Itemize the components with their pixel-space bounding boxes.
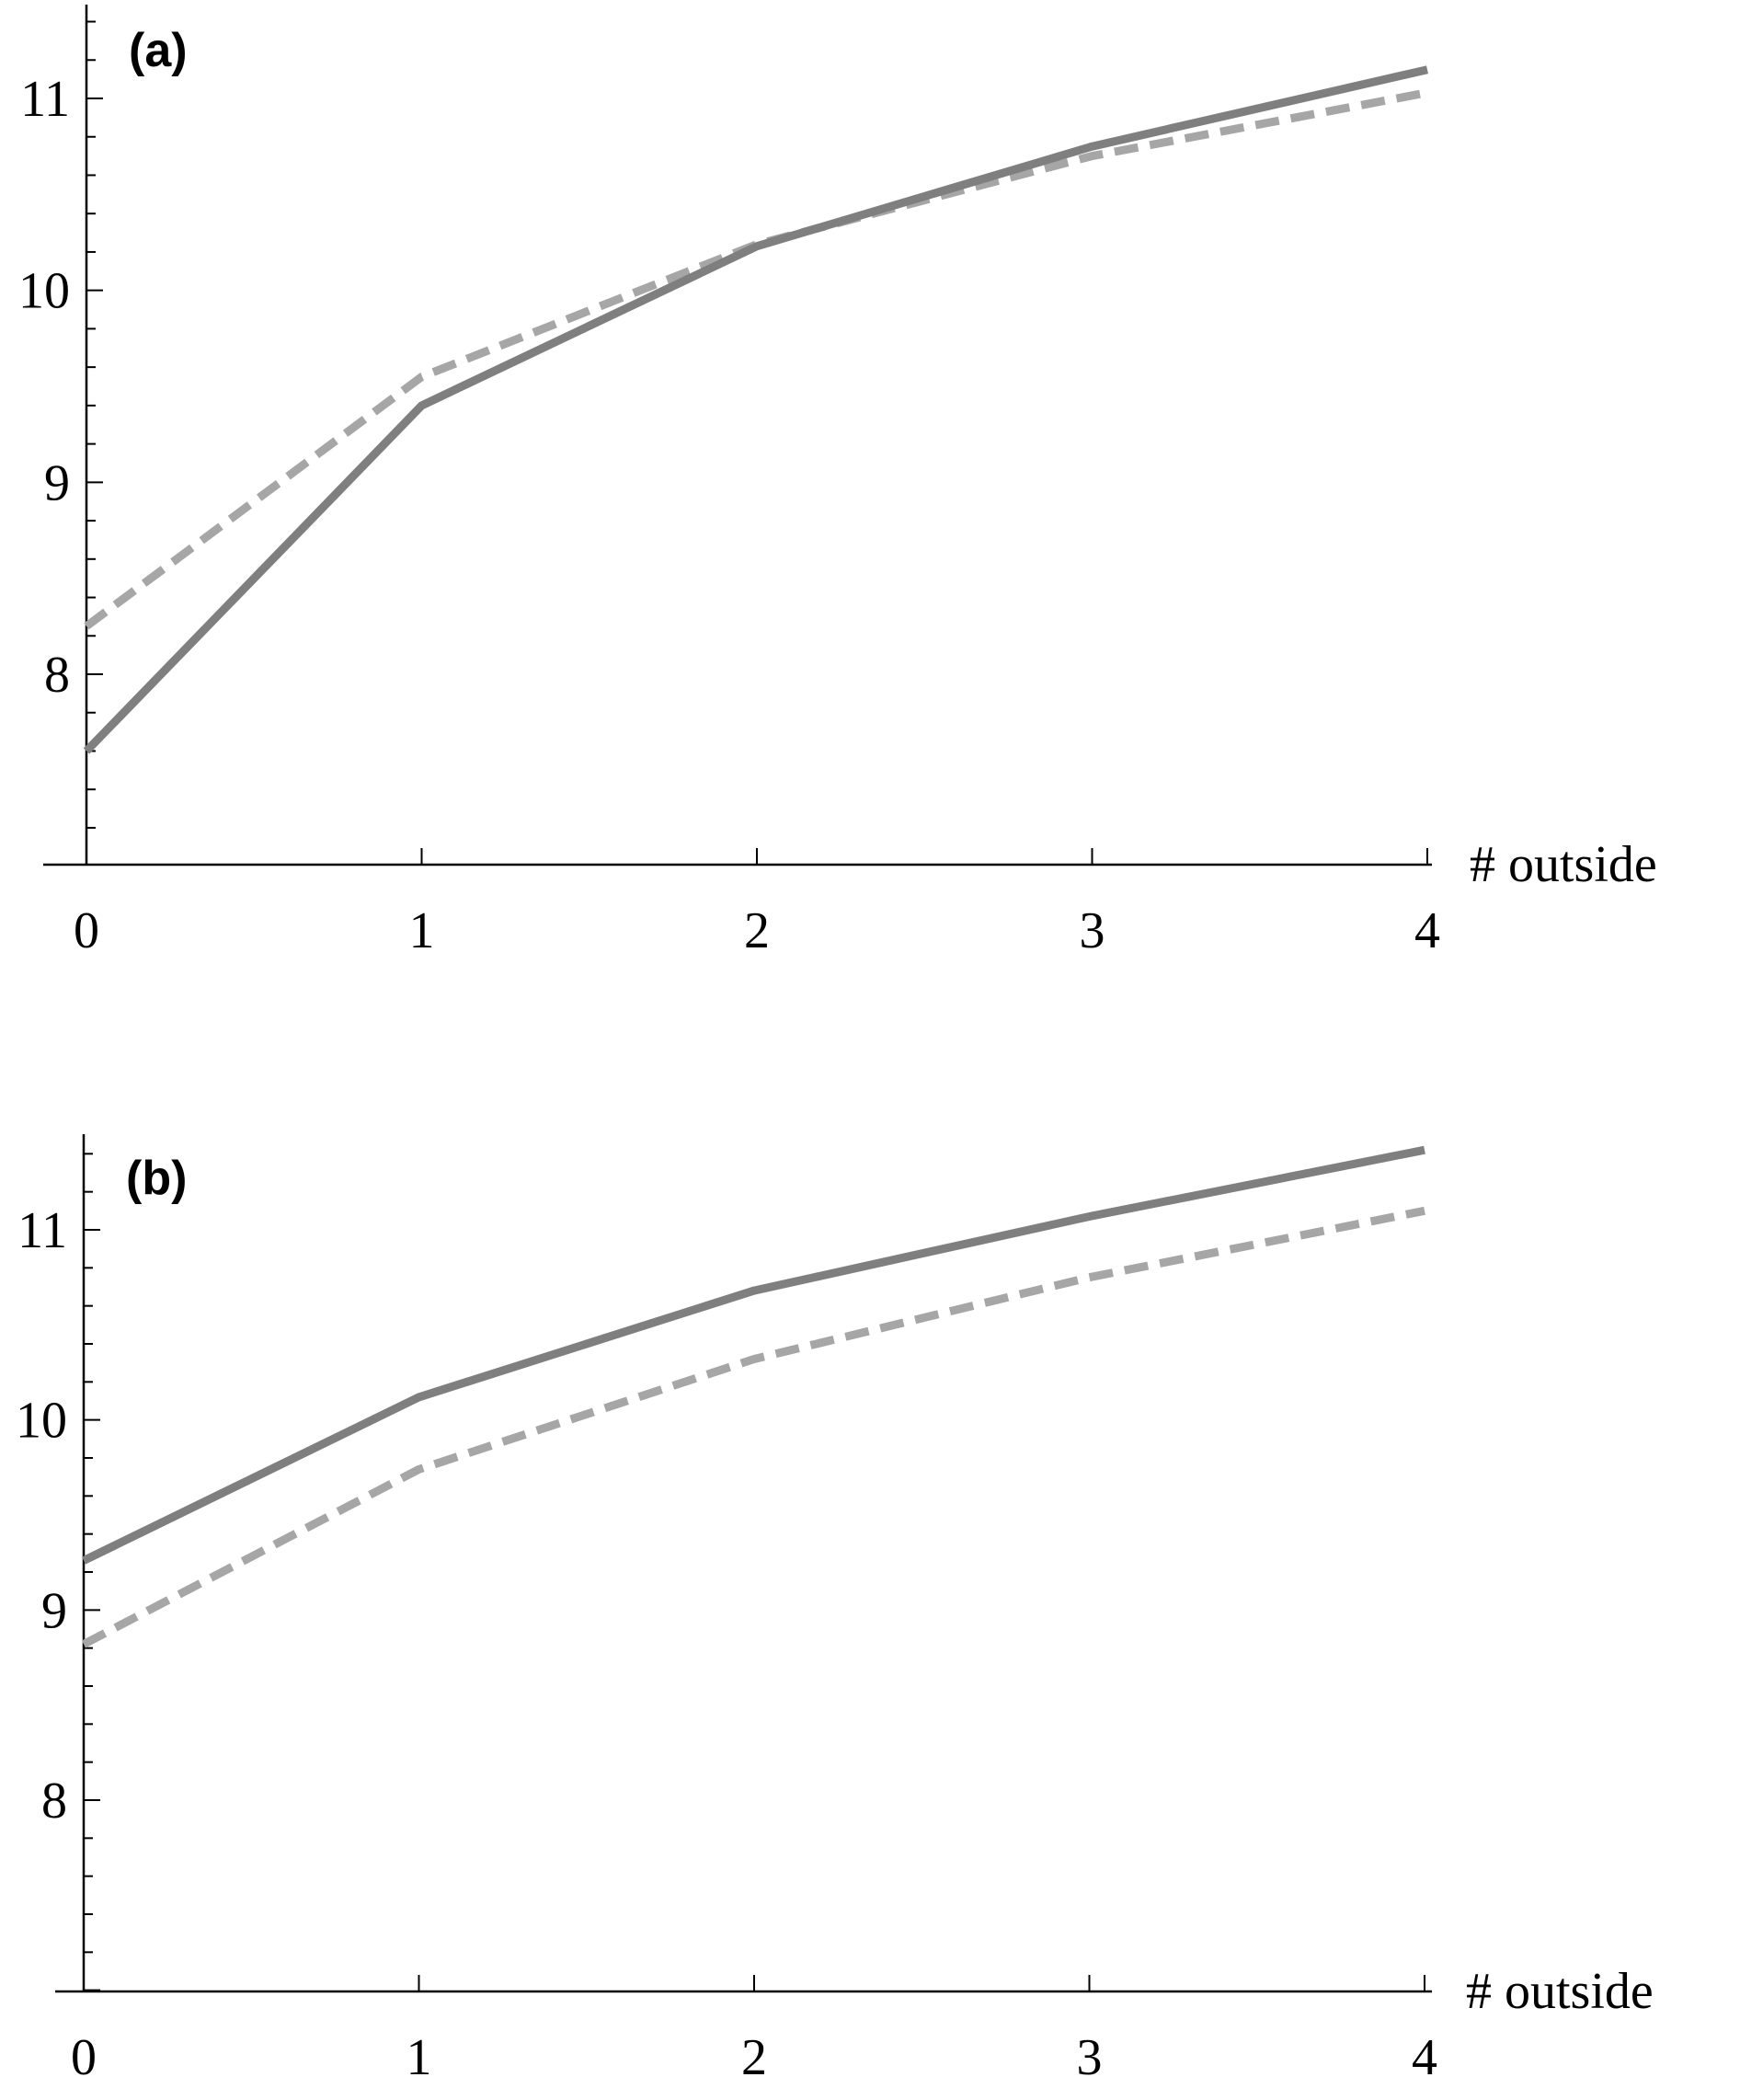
panel-b-x-tick-label: 1 <box>406 2029 432 2086</box>
panel-a-label: (a) <box>129 24 188 77</box>
panel-a-x-axis-label: # outside <box>1470 836 1657 893</box>
panel-b-x-tick-label: 0 <box>71 2029 97 2086</box>
panel-a-series-solid-line <box>83 65 1429 754</box>
panel-b-x-tick-label: 2 <box>741 2029 767 2086</box>
panel-b-y-tick-label: 8 <box>41 1773 67 1830</box>
panel-a-y-tick-label: 8 <box>44 647 70 704</box>
panel-a-series-dashed-line <box>84 88 1428 630</box>
panel-b-label: (b) <box>126 1152 187 1205</box>
panel-b-x-tick-label: 4 <box>1412 2029 1437 2086</box>
panel-a-x-tick-label: 1 <box>409 902 435 959</box>
panel-a-y-tick-label: 10 <box>18 263 70 320</box>
panel-b-y-tick-label: 11 <box>17 1202 67 1259</box>
panel-b-y-tick-label: 9 <box>41 1582 67 1639</box>
panel-a: 8 9 10 11 0 1 2 3 4 # outside (a) <box>18 5 1657 959</box>
panel-a-y-tick-label: 9 <box>44 454 70 511</box>
panel-b: 8 9 10 11 0 1 2 3 4 # outside (b) <box>16 1134 1654 2086</box>
panel-b-series-solid-line <box>82 1145 1425 1565</box>
panel-a-x-tick-label: 3 <box>1080 902 1105 959</box>
panel-a-x-tick-label: 4 <box>1414 902 1440 959</box>
panel-a-x-tick-label: 2 <box>744 902 770 959</box>
panel-b-x-axis-label: # outside <box>1466 1963 1654 2020</box>
panel-a-x-tick-label: 0 <box>74 902 99 959</box>
panel-b-series-dashed-line <box>81 1206 1425 1648</box>
panel-b-x-tick-label: 3 <box>1077 2029 1103 2086</box>
panel-b-y-tick-label: 10 <box>16 1393 67 1450</box>
panel-a-y-tick-label: 11 <box>20 71 70 128</box>
